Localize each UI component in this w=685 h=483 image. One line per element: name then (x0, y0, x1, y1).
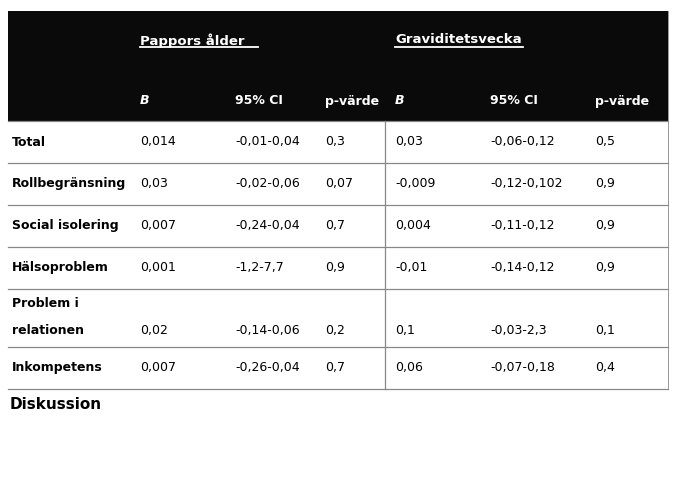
Text: -0,01-0,04: -0,01-0,04 (235, 136, 300, 148)
Text: p-värde: p-värde (325, 95, 379, 108)
Text: -0,01: -0,01 (395, 261, 427, 274)
Text: 0,1: 0,1 (595, 324, 615, 337)
Text: -0,14-0,06: -0,14-0,06 (235, 324, 299, 337)
Text: 95% CI: 95% CI (235, 95, 283, 108)
Text: -0,11-0,12: -0,11-0,12 (490, 219, 554, 232)
Text: 0,03: 0,03 (395, 136, 423, 148)
Text: 0,014: 0,014 (140, 136, 176, 148)
Text: 0,03: 0,03 (140, 177, 168, 190)
Text: Inkompetens: Inkompetens (12, 361, 103, 374)
Text: 0,9: 0,9 (325, 261, 345, 274)
Text: 0,9: 0,9 (595, 219, 615, 232)
Text: Total: Total (12, 136, 46, 148)
Text: -0,07-0,18: -0,07-0,18 (490, 361, 555, 374)
Text: 0,7: 0,7 (325, 361, 345, 374)
Text: 0,9: 0,9 (595, 177, 615, 190)
Text: -0,26-0,04: -0,26-0,04 (235, 361, 299, 374)
Text: Graviditetsvecka: Graviditetsvecka (395, 33, 521, 46)
Text: Rollbegränsning: Rollbegränsning (12, 177, 126, 190)
Text: relationen: relationen (12, 324, 84, 337)
Text: Pappors ålder: Pappors ålder (140, 33, 245, 47)
Text: 0,007: 0,007 (140, 219, 176, 232)
Text: -0,24-0,04: -0,24-0,04 (235, 219, 299, 232)
Text: Hälsoproblem: Hälsoproblem (12, 261, 109, 274)
Text: 95% CI: 95% CI (490, 95, 538, 108)
Text: Diskussion: Diskussion (10, 397, 102, 412)
Text: B: B (140, 95, 149, 108)
Text: 0,007: 0,007 (140, 361, 176, 374)
Text: 0,9: 0,9 (595, 261, 615, 274)
Text: p-värde: p-värde (595, 95, 649, 108)
Text: -0,14-0,12: -0,14-0,12 (490, 261, 554, 274)
Text: 0,004: 0,004 (395, 219, 431, 232)
Bar (8, 11, 668, 121)
Text: -0,12-0,102: -0,12-0,102 (490, 177, 562, 190)
Text: -0,009: -0,009 (395, 177, 436, 190)
Text: Social isolering: Social isolering (12, 219, 119, 232)
Text: -1,2-7,7: -1,2-7,7 (235, 261, 284, 274)
Text: 0,3: 0,3 (325, 136, 345, 148)
Text: -0,03-2,3: -0,03-2,3 (490, 324, 547, 337)
Text: 0,7: 0,7 (325, 219, 345, 232)
Text: 0,2: 0,2 (325, 324, 345, 337)
Text: 0,1: 0,1 (395, 324, 415, 337)
Text: -0,06-0,12: -0,06-0,12 (490, 136, 555, 148)
Text: 0,02: 0,02 (140, 324, 168, 337)
Text: 0,4: 0,4 (595, 361, 615, 374)
Text: 0,001: 0,001 (140, 261, 176, 274)
Text: 0,06: 0,06 (395, 361, 423, 374)
Text: Problem i: Problem i (12, 297, 79, 310)
Text: -0,02-0,06: -0,02-0,06 (235, 177, 300, 190)
Text: 0,07: 0,07 (325, 177, 353, 190)
Text: B: B (395, 95, 405, 108)
Text: 0,5: 0,5 (595, 136, 615, 148)
